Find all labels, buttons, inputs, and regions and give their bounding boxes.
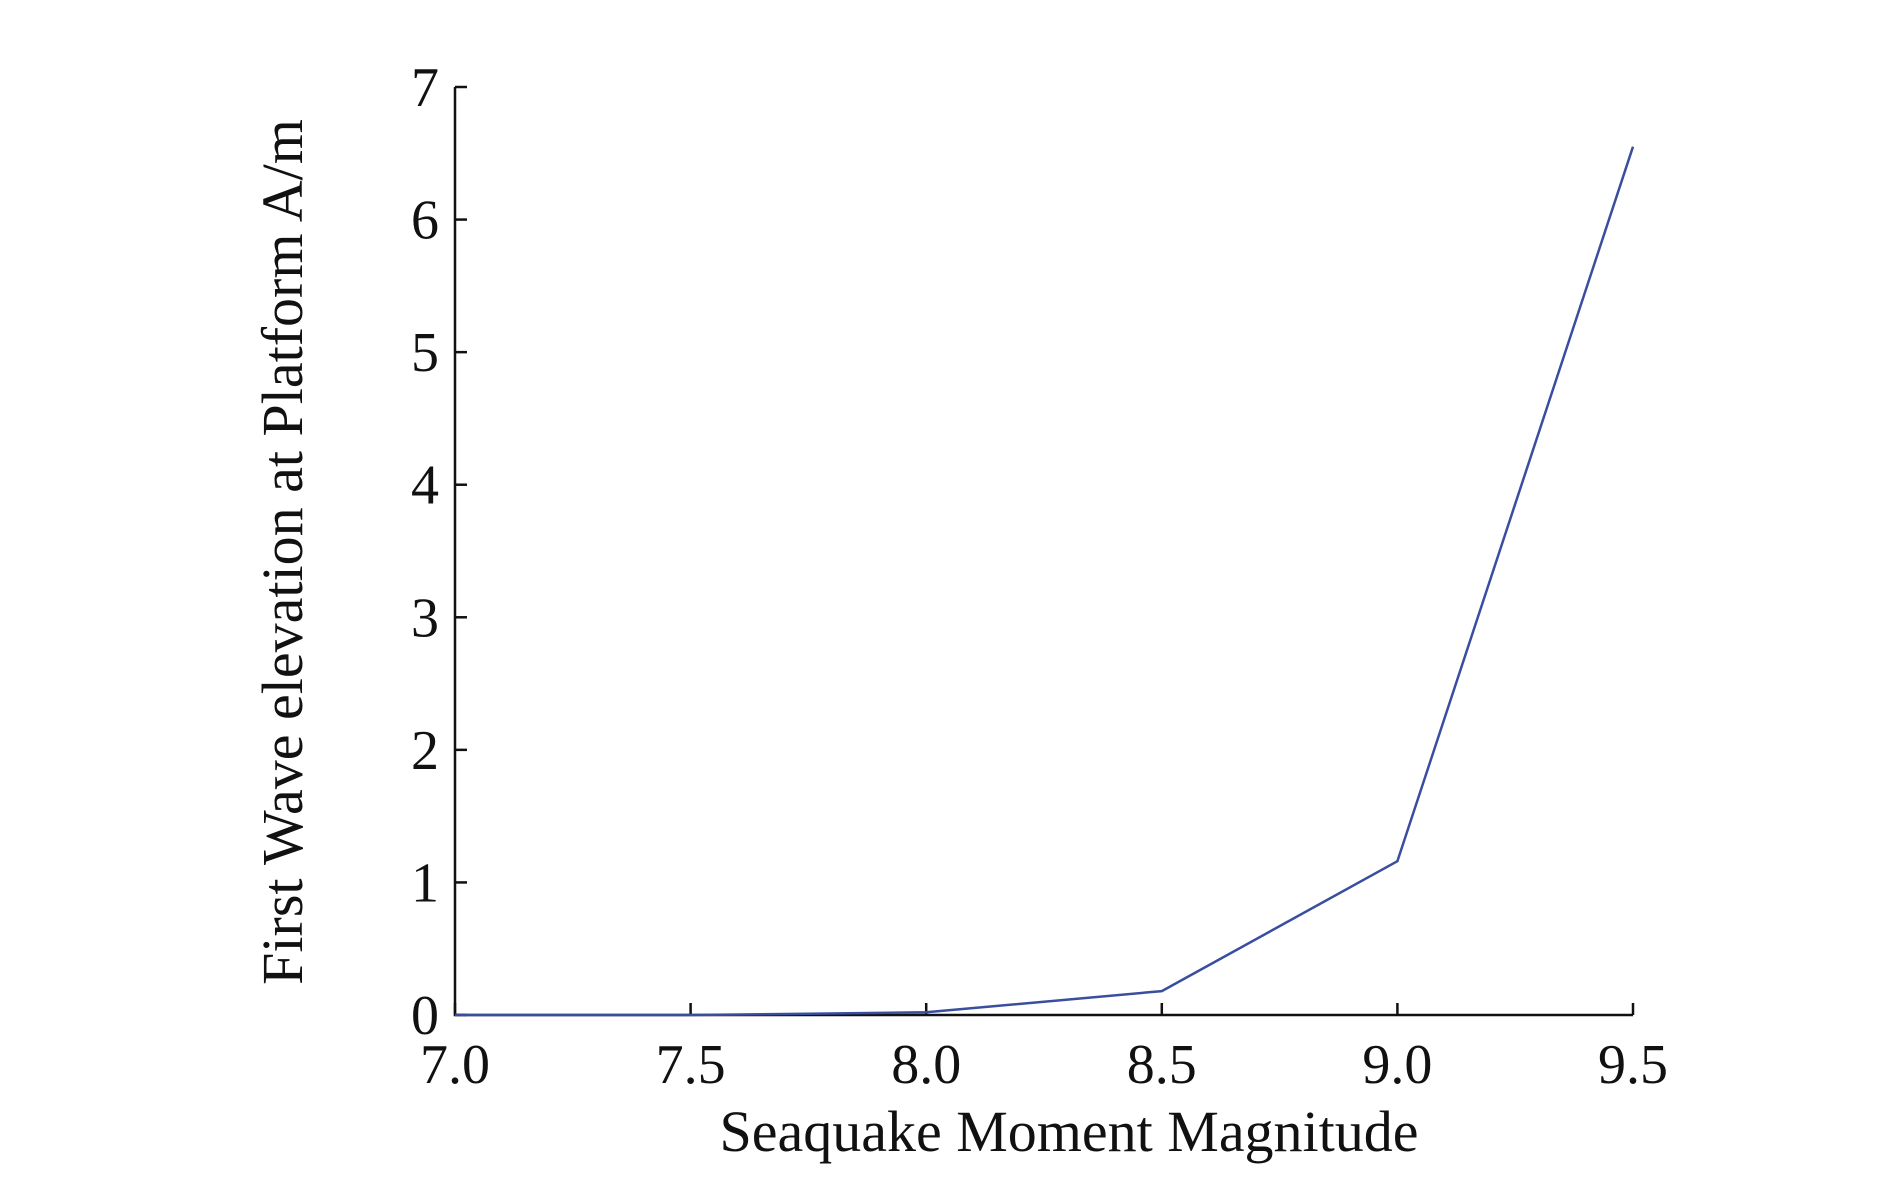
tick-group: 7.0 7.5 8.0 8.5 9.0 9.5 0 1 2 3 4 5 6 7: [411, 57, 1668, 1096]
y-tick-label: 1: [411, 852, 439, 914]
y-tick-label: 7: [411, 57, 439, 119]
x-tick-label: 8.5: [1127, 1034, 1197, 1096]
y-tick-label: 2: [411, 720, 439, 782]
y-axis-label: First Wave elevation at Platform A/m: [250, 119, 315, 985]
series-group: [454, 146, 1635, 1017]
axes-frame: [453, 87, 1633, 1017]
x-tick-label: 9.5: [1598, 1034, 1668, 1096]
series-line: [455, 146, 1635, 1017]
x-tick-label: 8.0: [891, 1034, 961, 1096]
x-tick-label: 7.0: [420, 1034, 490, 1096]
y-tick-label: 4: [411, 455, 439, 517]
y-tick-label: 6: [411, 190, 439, 252]
y-tick-label: 5: [411, 322, 439, 384]
x-axis-label: Seaquake Moment Magnitude: [719, 1099, 1418, 1164]
x-tick-label: 9.0: [1362, 1034, 1432, 1096]
axes: [453, 87, 1633, 1017]
y-tick-label: 0: [411, 985, 439, 1047]
y-tick-label: 3: [411, 587, 439, 649]
x-tick-label: 7.5: [656, 1034, 726, 1096]
